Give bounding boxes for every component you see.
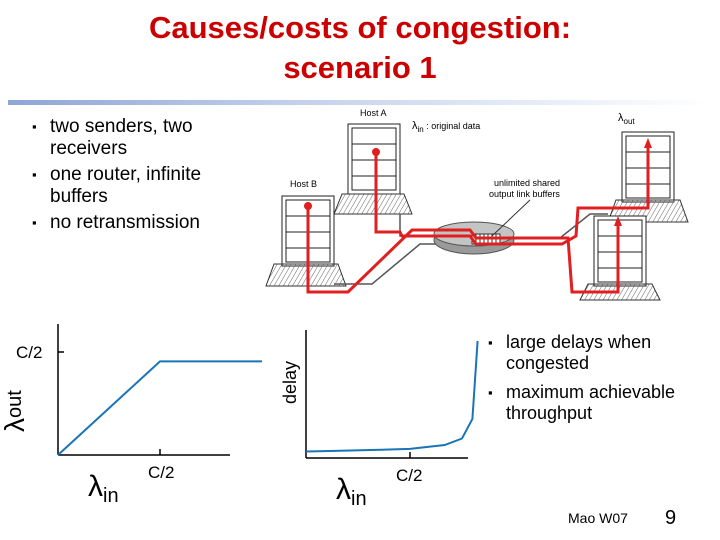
chart-delay: C/2 delay λin [280, 330, 479, 510]
series-line [305, 340, 479, 453]
network-diagram: Host A Host B λin : original data λout u… [265, 108, 689, 301]
y-axis-label: delay [280, 361, 300, 404]
title-divider [8, 100, 712, 105]
lambda-out-label: λout [618, 112, 635, 126]
data-path-b [306, 206, 620, 294]
page-number: 9 [665, 507, 677, 529]
buffer-label-line-2: output link buffers [489, 189, 560, 199]
host-a-stack [333, 123, 413, 215]
source-dot-icon [372, 148, 380, 156]
footer-author: Mao W07 [568, 510, 628, 526]
callout-line [491, 199, 531, 237]
title-line-2: scenario 1 [283, 50, 437, 85]
host-a-label: Host A [360, 108, 387, 118]
bullet-item: no retransmission [32, 212, 262, 234]
slide-title: Causes/costs of congestion: scenario 1 [0, 8, 720, 88]
x-tick-label: C/2 [148, 463, 174, 482]
x-axis-label: λin [336, 473, 367, 510]
bullet-list-left: two senders, two receivers one router, i… [32, 116, 262, 238]
source-dot-icon [304, 202, 312, 210]
y-axis-label: λout [0, 390, 30, 432]
bullet-item: two senders, two receivers [32, 116, 262, 160]
bullet-item: maximum achievable throughput [488, 382, 708, 424]
host-b-label: Host B [290, 179, 317, 189]
buffer-label-line-1: unlimited shared [494, 178, 560, 188]
bullet-item: large delays when congested [488, 332, 708, 374]
host-b-stack [265, 195, 347, 287]
lambda-in-label: λin : original data [412, 120, 480, 134]
chart-throughput: C/2 C/2 λout λin [0, 324, 262, 507]
arrow-icon [614, 216, 622, 226]
router-icon [433, 221, 515, 255]
bullet-list-right: large delays when congested maximum achi… [488, 332, 708, 432]
link-line [334, 243, 440, 285]
x-tick-label: C/2 [396, 466, 422, 485]
arrow-icon [644, 138, 652, 148]
y-tick-label: C/2 [16, 343, 42, 362]
receiver-bottom-stack [579, 215, 661, 301]
bullet-item: one router, infinite buffers [32, 164, 262, 208]
data-path-a [374, 144, 650, 246]
series-line [57, 360, 262, 456]
title-line-1: Causes/costs of congestion: [148, 10, 572, 45]
x-axis-label: λin [88, 470, 119, 507]
link-line [510, 213, 608, 239]
